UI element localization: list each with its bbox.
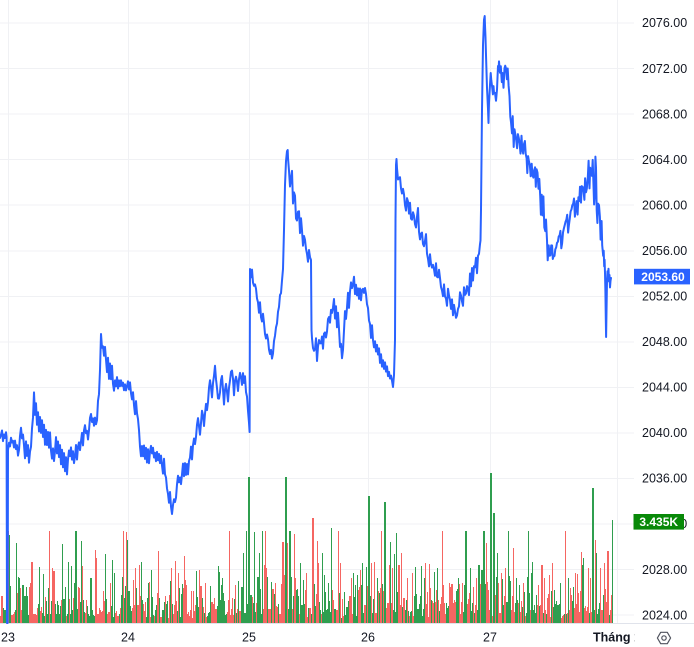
svg-text:2072.00: 2072.00 xyxy=(642,62,687,76)
svg-text:2064.00: 2064.00 xyxy=(642,153,687,167)
svg-text:2044.00: 2044.00 xyxy=(642,381,687,395)
svg-text:Tháng 1: Tháng 1 xyxy=(593,631,641,645)
svg-text:2076.00: 2076.00 xyxy=(642,16,687,30)
svg-text:2040.00: 2040.00 xyxy=(642,426,687,440)
svg-text:2036.00: 2036.00 xyxy=(642,472,687,486)
svg-text:2052.00: 2052.00 xyxy=(642,290,687,304)
svg-text:27: 27 xyxy=(483,631,497,645)
svg-text:25: 25 xyxy=(242,631,256,645)
svg-text:2068.00: 2068.00 xyxy=(642,107,687,121)
svg-text:2056.00: 2056.00 xyxy=(642,244,687,258)
svg-text:2028.00: 2028.00 xyxy=(642,563,687,577)
svg-text:24: 24 xyxy=(121,631,135,645)
svg-text:2024.00: 2024.00 xyxy=(642,608,687,622)
svg-text:2060.00: 2060.00 xyxy=(642,198,687,212)
svg-text:3.435K: 3.435K xyxy=(639,515,678,529)
svg-text:26: 26 xyxy=(361,631,375,645)
svg-text:23: 23 xyxy=(1,631,15,645)
svg-text:2053.60: 2053.60 xyxy=(641,270,685,284)
svg-text:2048.00: 2048.00 xyxy=(642,335,687,349)
